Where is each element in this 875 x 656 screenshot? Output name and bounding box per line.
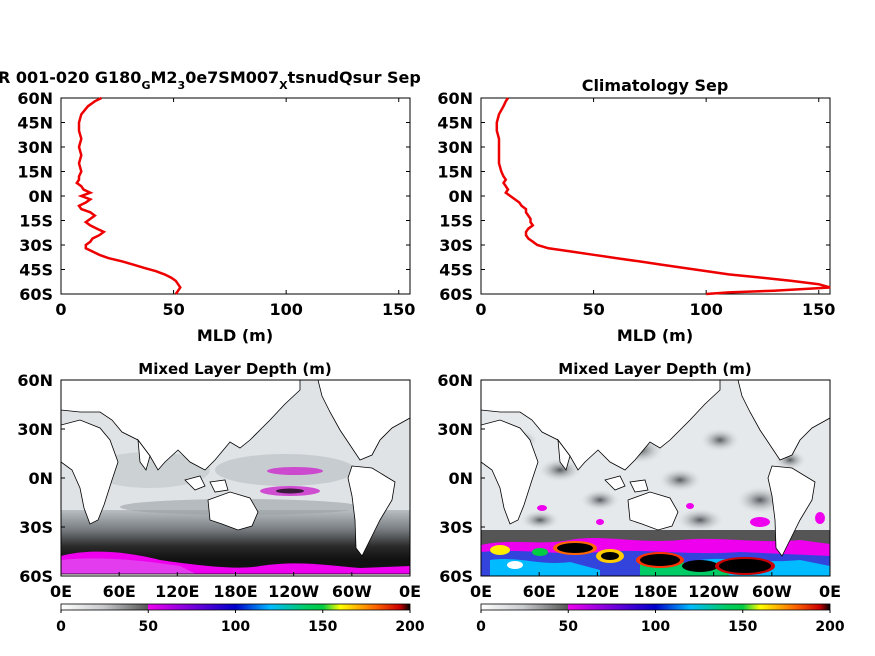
panel-model-profile: R 001-020 G180GM230e7SM007XtsnudQsur Sep… <box>0 68 421 345</box>
x-tick-label: 0E <box>399 582 421 601</box>
x-tick-label: 60E <box>523 582 556 601</box>
panel1-title: R 001-020 G180GM230e7SM007XtsnudQsur Sep <box>0 68 421 92</box>
panel2-title: Climatology Sep <box>582 76 729 95</box>
x-tick-label: 180E <box>633 582 677 601</box>
y-tick-label: 60S <box>19 567 53 586</box>
y-tick-label: 45N <box>437 114 473 133</box>
y-tick-label: 60S <box>439 285 473 304</box>
colorbar-tick-label: 50 <box>559 619 579 635</box>
y-tick-label: 45N <box>17 114 53 133</box>
y-tick-label: 60N <box>17 371 53 390</box>
title-part: R 001-020 G180 <box>0 68 141 87</box>
colorbar-tick-label: 200 <box>395 619 424 635</box>
y-tick-label: 45S <box>439 261 473 280</box>
y-tick-label: 0N <box>448 187 473 206</box>
y-tick-label: 30S <box>439 518 473 537</box>
x-tick-label: 50 <box>582 300 604 319</box>
x-tick-label: 180E <box>213 582 257 601</box>
x-tick-label: 0E <box>819 582 841 601</box>
x-axis-label: MLD (m) <box>197 326 273 345</box>
title-part: M2 <box>150 68 177 87</box>
y-tick-label: 45S <box>19 261 53 280</box>
continents <box>481 380 830 557</box>
x-tick-label: 0 <box>475 300 486 319</box>
x-tick-label: 0 <box>55 300 66 319</box>
colorbar-tick-label: 0 <box>56 619 66 635</box>
y-tick-label: 60N <box>17 89 53 108</box>
panel4-title: Mixed Layer Depth (m) <box>558 360 751 378</box>
panel3-title: Mixed Layer Depth (m) <box>138 360 331 378</box>
y-tick-label: 0N <box>448 469 473 488</box>
y-tick-label: 30S <box>439 236 473 255</box>
plot-frame <box>60 97 411 295</box>
x-tick-label: 60W <box>752 582 792 601</box>
colorbar <box>480 603 831 611</box>
x-tick-label: 150 <box>382 300 415 319</box>
colorbar-tick-label: 0 <box>476 619 486 635</box>
colorbar-tick-label: 150 <box>308 619 337 635</box>
y-tick-label: 30N <box>437 420 473 439</box>
series-line-climatology <box>495 97 831 296</box>
y-tick-label: 15N <box>17 163 53 182</box>
y-tick-label: 0N <box>28 187 53 206</box>
x-tick-label: 100 <box>269 300 302 319</box>
x-tick-label: 50 <box>162 300 184 319</box>
title-part: 0e7SM007 <box>185 68 279 87</box>
y-tick-label: 30N <box>437 138 473 157</box>
y-tick-label: 30N <box>17 138 53 157</box>
y-tick-label: 30N <box>17 420 53 439</box>
x-tick-label: 60E <box>103 582 136 601</box>
x-tick-label: 60W <box>332 582 372 601</box>
y-tick-label: 15S <box>19 212 53 231</box>
y-tick-label: 60S <box>19 285 53 304</box>
y-tick-label: 15S <box>439 212 473 231</box>
x-tick-label: 0E <box>50 582 72 601</box>
panel-climatology-map: Mixed Layer Depth (m) <box>437 360 845 635</box>
panel-climatology-profile: Climatology Sep 60N 45N 30N 15N 0N 15S 30S 45S 6… <box>437 76 835 345</box>
colorbar-tick-label: 150 <box>728 619 757 635</box>
y-tick-label: 60S <box>439 567 473 586</box>
title-part-sub: 3 <box>178 79 186 92</box>
series-line-model <box>75 96 182 295</box>
y-tick-label: 60N <box>437 371 473 390</box>
title-part-sub: G <box>141 79 150 92</box>
colorbar-tick-label: 200 <box>815 619 844 635</box>
title-part-sub: X <box>279 79 288 92</box>
colorbar-tick-label: 100 <box>221 619 250 635</box>
x-tick-label: 120W <box>268 582 319 601</box>
continents <box>61 380 410 576</box>
colorbar-tick-label: 100 <box>641 619 670 635</box>
x-tick-label: 120E <box>155 582 199 601</box>
colorbar-tick-label: 50 <box>139 619 159 635</box>
panel-model-map: Mixed Layer Depth (m) <box>17 360 425 635</box>
y-tick-label: 30S <box>19 236 53 255</box>
x-tick-label: 100 <box>689 300 722 319</box>
y-tick-label: 30S <box>19 518 53 537</box>
x-tick-label: 150 <box>802 300 835 319</box>
plot-frame <box>480 97 831 295</box>
y-tick-label: 60N <box>437 89 473 108</box>
colorbar <box>60 603 411 611</box>
y-tick-label: 15N <box>437 163 473 182</box>
x-tick-label: 120W <box>688 582 739 601</box>
x-axis-label: MLD (m) <box>617 326 693 345</box>
y-tick-label: 0N <box>28 469 53 488</box>
title-part: tsnudQsur Sep <box>288 68 421 87</box>
x-tick-label: 0E <box>470 582 492 601</box>
x-tick-label: 120E <box>575 582 619 601</box>
